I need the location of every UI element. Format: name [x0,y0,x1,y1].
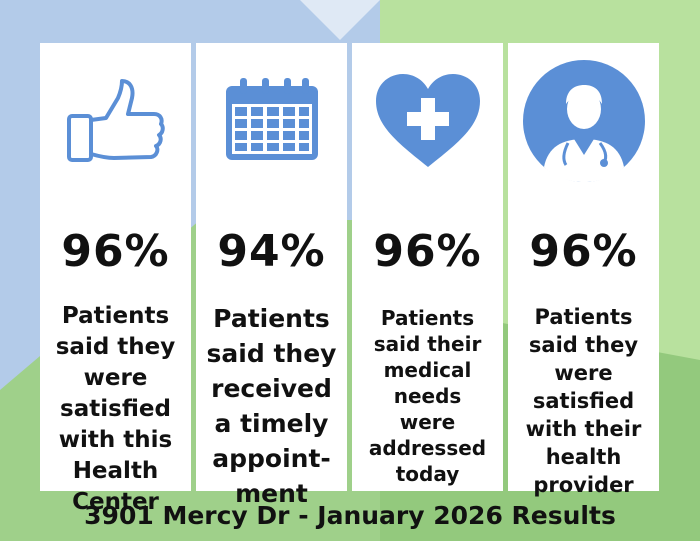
doctor-icon [508,60,659,182]
thumbs-up-icon [40,61,191,181]
stat-percent: 96% [61,226,170,277]
stat-percent: 96% [529,226,638,277]
calendar-icon [196,61,347,181]
heart-medical-icon [352,61,503,181]
stat-percent: 94% [217,226,326,277]
stat-description: Patients said they received a timely app… [206,304,337,508]
stat-card-timely-appointment: 94% Patients said they received a timely… [196,43,347,508]
stat-description: Patients said they were satisfied with t… [525,305,642,497]
stat-card-satisfied-provider: 96% Patients said they were satisfied wi… [508,43,659,497]
stat-percent: 96% [373,226,482,277]
footer-caption: 3901 Mercy Dr - January 2026 Results [84,501,616,530]
stat-description: Patients said their medical needs were a… [368,306,487,486]
stat-card-medical-needs: 96% Patients said their medical needs we… [352,43,503,491]
stat-card-satisfied-center: 96% Patients said they were satisfied wi… [40,43,191,515]
stat-description: Patients said they were satisfied with t… [55,303,176,515]
